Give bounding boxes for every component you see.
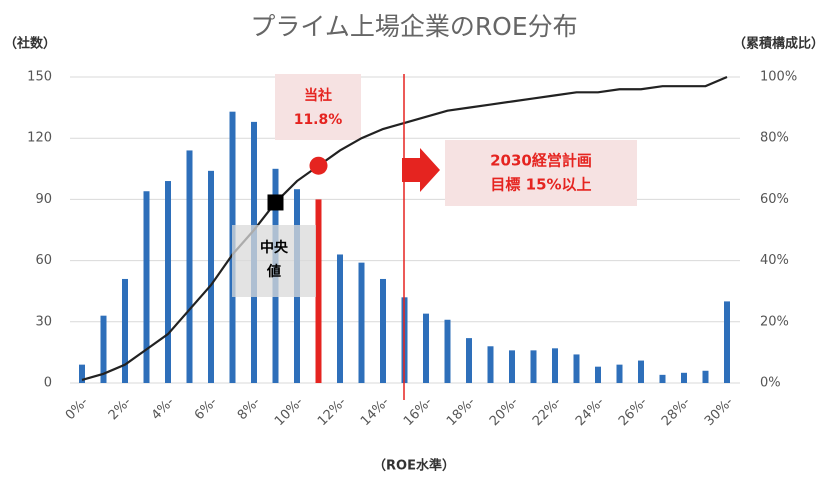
bar <box>530 350 537 383</box>
y-axis-label: （社数） <box>4 36 56 52</box>
median-label: 中央 <box>260 239 289 256</box>
bar <box>423 313 429 383</box>
bar <box>122 278 128 383</box>
bar <box>143 191 150 383</box>
x-tick-label: 26%- <box>616 394 651 429</box>
target-box <box>445 140 637 206</box>
x-tick-label: 20%- <box>487 394 522 429</box>
bar <box>509 350 515 383</box>
y-tick-label: 0 <box>44 376 52 391</box>
bar <box>724 301 730 383</box>
target-arrow <box>402 148 440 192</box>
bar <box>444 319 451 383</box>
y-tick-label: 60 <box>35 253 52 268</box>
x-tick-label: 4%- <box>149 394 178 423</box>
bar <box>337 254 343 383</box>
x-axis-label: （ROE水準） <box>373 458 455 474</box>
bar <box>165 181 171 383</box>
company-marker <box>309 156 328 175</box>
y2-tick-label: 60% <box>760 192 789 207</box>
bar <box>595 366 601 383</box>
x-tick-label: 18%- <box>444 394 479 429</box>
y2-tick-label: 80% <box>760 131 789 146</box>
bar <box>358 262 365 383</box>
y-tick-label: 150 <box>27 70 52 85</box>
company-label: 11.8% <box>294 112 343 128</box>
y-tick-label: 90 <box>35 192 52 207</box>
bar <box>100 315 107 383</box>
company-box <box>275 74 361 140</box>
bar <box>659 374 666 383</box>
bar <box>487 346 494 383</box>
y-tick-label: 120 <box>27 131 52 146</box>
x-tick-label: 30%- <box>702 394 737 429</box>
bar <box>466 338 472 383</box>
y2-tick-label: 40% <box>760 253 789 268</box>
y2-tick-label: 100% <box>760 70 797 85</box>
y2-tick-label: 20% <box>760 314 789 329</box>
bar <box>186 150 193 383</box>
bar <box>638 360 644 383</box>
y2-axis-label: （累積構成比） <box>733 36 824 52</box>
bar <box>315 199 322 383</box>
median-label: 値 <box>266 263 281 280</box>
x-tick-label: 14%- <box>358 394 393 429</box>
bar <box>616 364 623 383</box>
bar <box>681 372 687 383</box>
chart-title: プライム上場企業のROE分布 <box>250 12 577 41</box>
x-tick-label: 22%- <box>530 394 565 429</box>
bar <box>79 364 85 383</box>
bar <box>208 170 214 383</box>
x-tick-label: 16%- <box>401 394 436 429</box>
x-tick-label: 28%- <box>659 394 694 429</box>
bar <box>573 354 580 383</box>
x-tick-label: 6%- <box>192 394 221 423</box>
median-box <box>232 225 316 297</box>
y2-tick-label: 0% <box>760 376 781 391</box>
x-tick-label: 2%- <box>106 394 135 423</box>
company-label: 当社 <box>304 87 332 104</box>
x-tick-label: 12%- <box>315 394 350 429</box>
x-tick-label: 0%- <box>63 394 92 423</box>
x-tick-label: 10%- <box>272 394 307 429</box>
bar <box>380 278 386 383</box>
target-label: 2030経営計画 <box>490 152 592 170</box>
bar <box>702 370 709 383</box>
y-tick-label: 30 <box>35 314 52 329</box>
target-label: 目標 15%以上 <box>490 176 591 194</box>
x-tick-label: 24%- <box>573 394 608 429</box>
x-tick-label: 8%- <box>235 394 264 423</box>
median-marker <box>267 194 284 211</box>
bar <box>552 348 558 383</box>
